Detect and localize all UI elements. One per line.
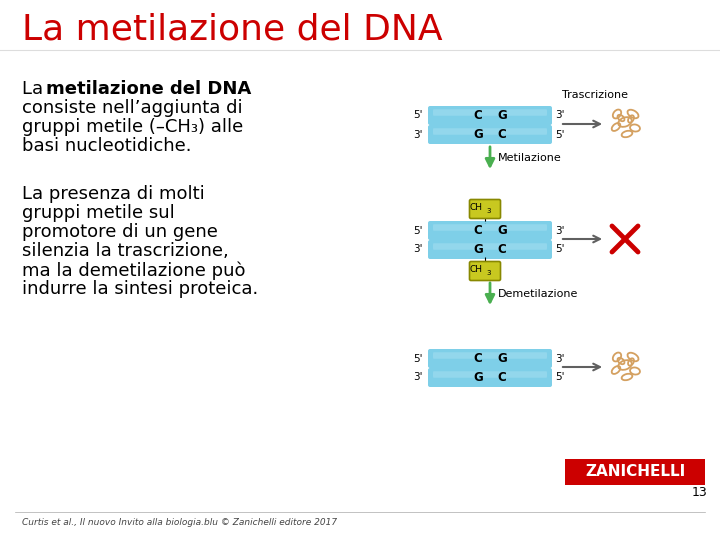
FancyBboxPatch shape	[428, 221, 552, 240]
FancyBboxPatch shape	[428, 240, 552, 259]
Text: C: C	[498, 371, 506, 384]
FancyBboxPatch shape	[428, 106, 552, 125]
FancyBboxPatch shape	[433, 128, 547, 135]
Text: Curtis et al., Il nuovo Invito alla biologia.blu © Zanichelli editore 2017: Curtis et al., Il nuovo Invito alla biol…	[22, 518, 337, 527]
Text: Trascrizione: Trascrizione	[562, 90, 628, 100]
Text: G: G	[473, 243, 483, 256]
FancyBboxPatch shape	[428, 125, 552, 144]
Text: G: G	[497, 352, 507, 365]
Text: 5': 5'	[413, 226, 423, 235]
Text: consiste nell’aggiunta di: consiste nell’aggiunta di	[22, 99, 243, 117]
Text: La: La	[22, 80, 49, 98]
Text: silenzia la trascrizione,: silenzia la trascrizione,	[22, 242, 229, 260]
FancyBboxPatch shape	[469, 199, 500, 219]
Text: 5': 5'	[413, 111, 423, 120]
Text: 5': 5'	[555, 130, 564, 139]
Text: 3': 3'	[413, 373, 423, 382]
FancyBboxPatch shape	[428, 349, 552, 368]
Text: CH: CH	[469, 266, 482, 274]
Text: 3': 3'	[555, 226, 564, 235]
Text: 5': 5'	[555, 245, 564, 254]
Text: 3: 3	[487, 208, 491, 214]
Text: 3': 3'	[413, 245, 423, 254]
Text: G: G	[497, 109, 507, 122]
Text: 3': 3'	[555, 111, 564, 120]
FancyBboxPatch shape	[433, 352, 547, 359]
Text: 3': 3'	[555, 354, 564, 363]
Text: 3': 3'	[413, 130, 423, 139]
Text: Metilazione: Metilazione	[498, 153, 562, 163]
Text: gruppi metile (–CH₃) alle: gruppi metile (–CH₃) alle	[22, 118, 243, 136]
Text: G: G	[497, 224, 507, 237]
Text: 3: 3	[487, 270, 491, 276]
Text: G: G	[473, 371, 483, 384]
Text: 5': 5'	[413, 354, 423, 363]
Text: Demetilazione: Demetilazione	[498, 289, 578, 299]
Text: basi nucleotidiche.: basi nucleotidiche.	[22, 137, 192, 155]
Text: gruppi metile sul: gruppi metile sul	[22, 204, 175, 222]
Text: indurre la sintesi proteica.: indurre la sintesi proteica.	[22, 280, 258, 298]
FancyBboxPatch shape	[433, 372, 547, 378]
Text: 13: 13	[692, 485, 708, 498]
Text: La metilazione del DNA: La metilazione del DNA	[22, 13, 443, 47]
Text: C: C	[474, 224, 482, 237]
Text: C: C	[498, 128, 506, 141]
Text: La presenza di molti: La presenza di molti	[22, 185, 204, 203]
Text: C: C	[498, 243, 506, 256]
Text: ZANICHELLI: ZANICHELLI	[585, 464, 685, 480]
FancyBboxPatch shape	[433, 243, 547, 249]
Text: CH: CH	[469, 204, 482, 213]
Text: promotore di un gene: promotore di un gene	[22, 223, 218, 241]
FancyBboxPatch shape	[565, 459, 705, 485]
Text: metilazione del DNA: metilazione del DNA	[46, 80, 251, 98]
Text: C: C	[474, 109, 482, 122]
FancyBboxPatch shape	[428, 368, 552, 387]
Text: C: C	[474, 352, 482, 365]
Text: 5': 5'	[555, 373, 564, 382]
Text: G: G	[473, 128, 483, 141]
FancyBboxPatch shape	[433, 109, 547, 116]
Text: ma la demetilazione può: ma la demetilazione può	[22, 261, 246, 280]
FancyBboxPatch shape	[433, 224, 547, 231]
FancyBboxPatch shape	[469, 261, 500, 280]
